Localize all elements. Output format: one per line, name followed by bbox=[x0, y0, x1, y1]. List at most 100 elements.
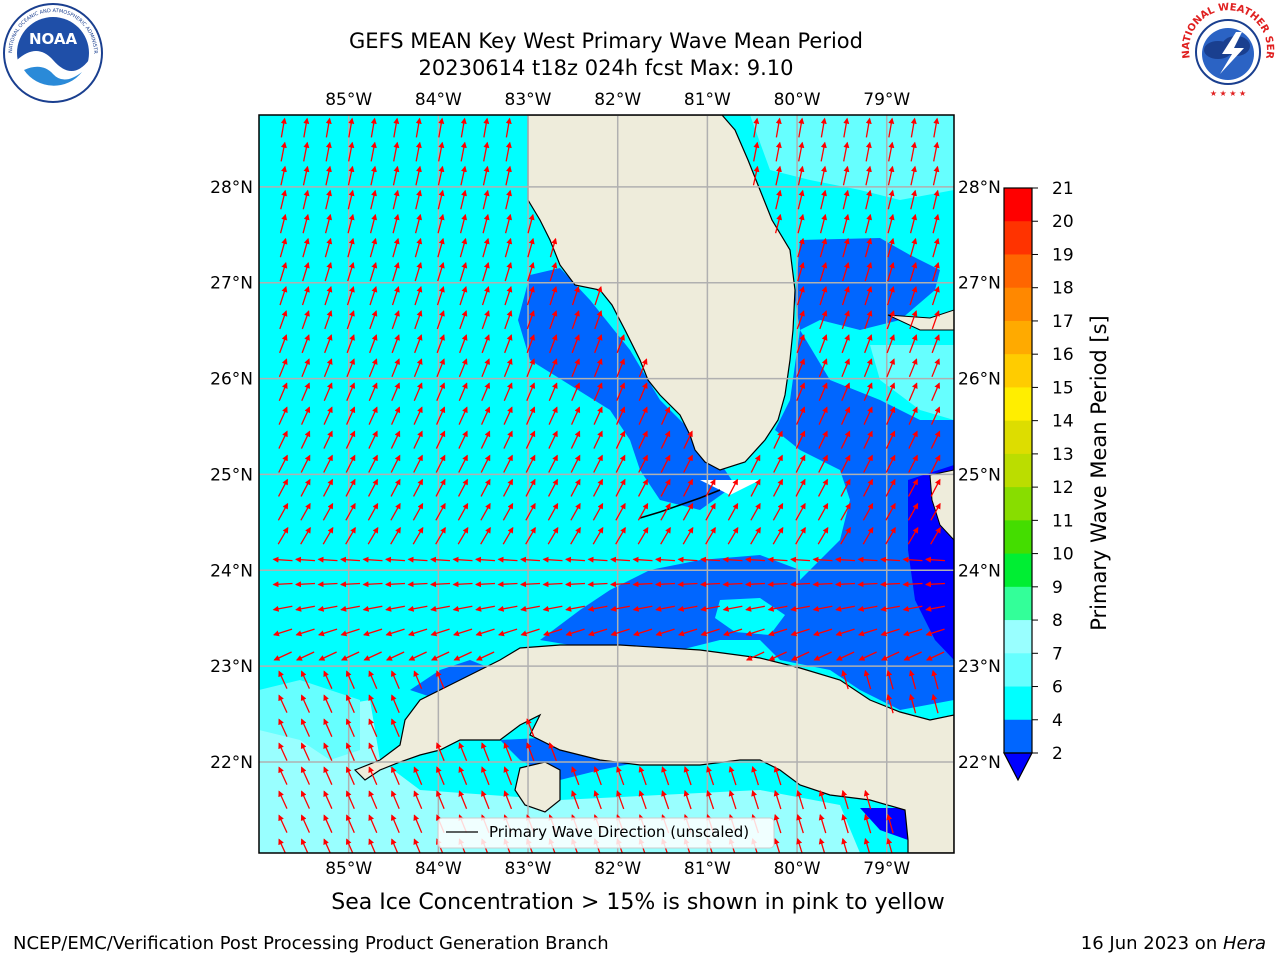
wave-arrow bbox=[460, 165, 467, 186]
wave-arrow bbox=[438, 117, 445, 138]
wave-arrow bbox=[345, 814, 355, 833]
wave-arrow bbox=[317, 628, 338, 637]
colorbar-tick-label: 17 bbox=[1052, 312, 1074, 332]
wave-arrow bbox=[820, 165, 827, 186]
wave-arrow bbox=[908, 430, 918, 449]
wave-arrow bbox=[345, 694, 355, 713]
wave-arrow bbox=[391, 358, 400, 378]
wave-arrow bbox=[548, 382, 558, 401]
wave-arrow bbox=[368, 814, 378, 833]
wave-arrow bbox=[817, 502, 829, 521]
wave-arrow bbox=[930, 430, 941, 449]
wave-arrow bbox=[481, 286, 490, 306]
wave-arrow bbox=[908, 406, 918, 425]
colorbar-segment bbox=[1004, 420, 1032, 455]
wave-arrow bbox=[931, 286, 940, 306]
wave-arrow bbox=[436, 358, 445, 378]
wave-arrow bbox=[841, 334, 850, 354]
wave-arrow bbox=[452, 628, 473, 637]
wave-arrow bbox=[318, 651, 337, 661]
wave-arrow bbox=[436, 286, 445, 306]
wave-arrow bbox=[909, 334, 918, 354]
wave-arrow bbox=[300, 430, 311, 449]
wave-arrow bbox=[390, 670, 400, 689]
wave-arrow bbox=[570, 478, 581, 497]
wave-arrow bbox=[435, 502, 446, 521]
wave-arrow bbox=[520, 581, 541, 588]
wave-arrow bbox=[300, 406, 311, 425]
wave-arrow bbox=[481, 358, 490, 378]
wave-arrow bbox=[753, 141, 760, 162]
wave-arrow bbox=[413, 838, 421, 853]
wave-arrow bbox=[278, 718, 288, 737]
cuba-landmass bbox=[353, 644, 954, 853]
colorbar-segment bbox=[1004, 553, 1032, 588]
wave-arrow bbox=[300, 790, 311, 809]
wave-arrow bbox=[616, 790, 625, 810]
wave-arrow bbox=[886, 669, 894, 690]
wave-arrow bbox=[324, 261, 333, 282]
wave-arrow bbox=[322, 502, 334, 521]
wave-arrow bbox=[503, 382, 513, 401]
lat-label: 27°N bbox=[210, 274, 253, 294]
wave-arrow bbox=[903, 651, 922, 661]
wave-arrow bbox=[272, 628, 293, 637]
wave-arrow bbox=[745, 628, 765, 637]
wave-arrow bbox=[483, 117, 490, 138]
wave-arrow bbox=[458, 790, 468, 810]
wave-arrow bbox=[722, 628, 743, 637]
wave-arrow bbox=[864, 310, 873, 330]
wave-arrow bbox=[775, 165, 782, 186]
wave-arrow bbox=[655, 556, 676, 563]
wave-arrow bbox=[482, 213, 490, 234]
wave-arrow bbox=[548, 358, 558, 378]
wave-arrow bbox=[842, 261, 850, 282]
wave-arrow bbox=[840, 526, 851, 545]
wave-arrow bbox=[323, 742, 333, 761]
wave-arrow bbox=[453, 651, 472, 661]
wave-arrow bbox=[369, 213, 378, 234]
wave-arrow bbox=[503, 742, 513, 762]
wave-arrow bbox=[862, 478, 874, 497]
isle-of-youth bbox=[514, 761, 561, 813]
wave-arrow bbox=[415, 189, 422, 210]
wave-arrow bbox=[610, 556, 631, 563]
wave-arrow bbox=[302, 189, 310, 210]
wave-arrow bbox=[933, 117, 940, 138]
colorbar-tick-label: 7 bbox=[1052, 644, 1063, 664]
wave-arrow bbox=[392, 237, 400, 258]
wave-arrow bbox=[505, 189, 512, 210]
wave-arrow bbox=[525, 502, 536, 521]
wave-arrow bbox=[460, 141, 467, 162]
wave-arrow bbox=[362, 581, 383, 588]
wave-arrow bbox=[571, 766, 580, 786]
wave-arrow bbox=[632, 605, 653, 612]
svg-text:★ ★ ★ ★: ★ ★ ★ ★ bbox=[1210, 89, 1246, 98]
wave-arrow bbox=[842, 237, 850, 258]
wave-arrow bbox=[407, 556, 428, 563]
wave-arrow bbox=[452, 556, 473, 563]
wave-arrow bbox=[797, 237, 805, 258]
wave-arrow bbox=[880, 628, 900, 637]
wave-arrow bbox=[865, 141, 872, 162]
wave-arrow bbox=[279, 286, 288, 306]
wave-arrow bbox=[655, 628, 675, 637]
wave-arrow bbox=[435, 454, 446, 473]
wave-arrow bbox=[571, 286, 580, 306]
wave-arrow bbox=[504, 213, 513, 234]
wave-arrow bbox=[677, 605, 698, 612]
wave-arrow bbox=[390, 502, 401, 521]
wave-arrow bbox=[910, 189, 917, 210]
lon-label: 84°W bbox=[415, 90, 462, 110]
wave-arrow bbox=[458, 358, 468, 378]
wave-arrow bbox=[908, 454, 918, 473]
wave-arrow bbox=[345, 790, 355, 809]
wave-arrow bbox=[795, 478, 806, 497]
wave-arrow bbox=[863, 430, 873, 449]
wave-arrow bbox=[527, 261, 535, 282]
wave-arrow bbox=[615, 406, 626, 425]
wave-arrow bbox=[727, 526, 739, 545]
wave-arrow bbox=[482, 189, 490, 210]
wave-arrow bbox=[390, 814, 400, 833]
wave-arrow bbox=[616, 358, 625, 378]
